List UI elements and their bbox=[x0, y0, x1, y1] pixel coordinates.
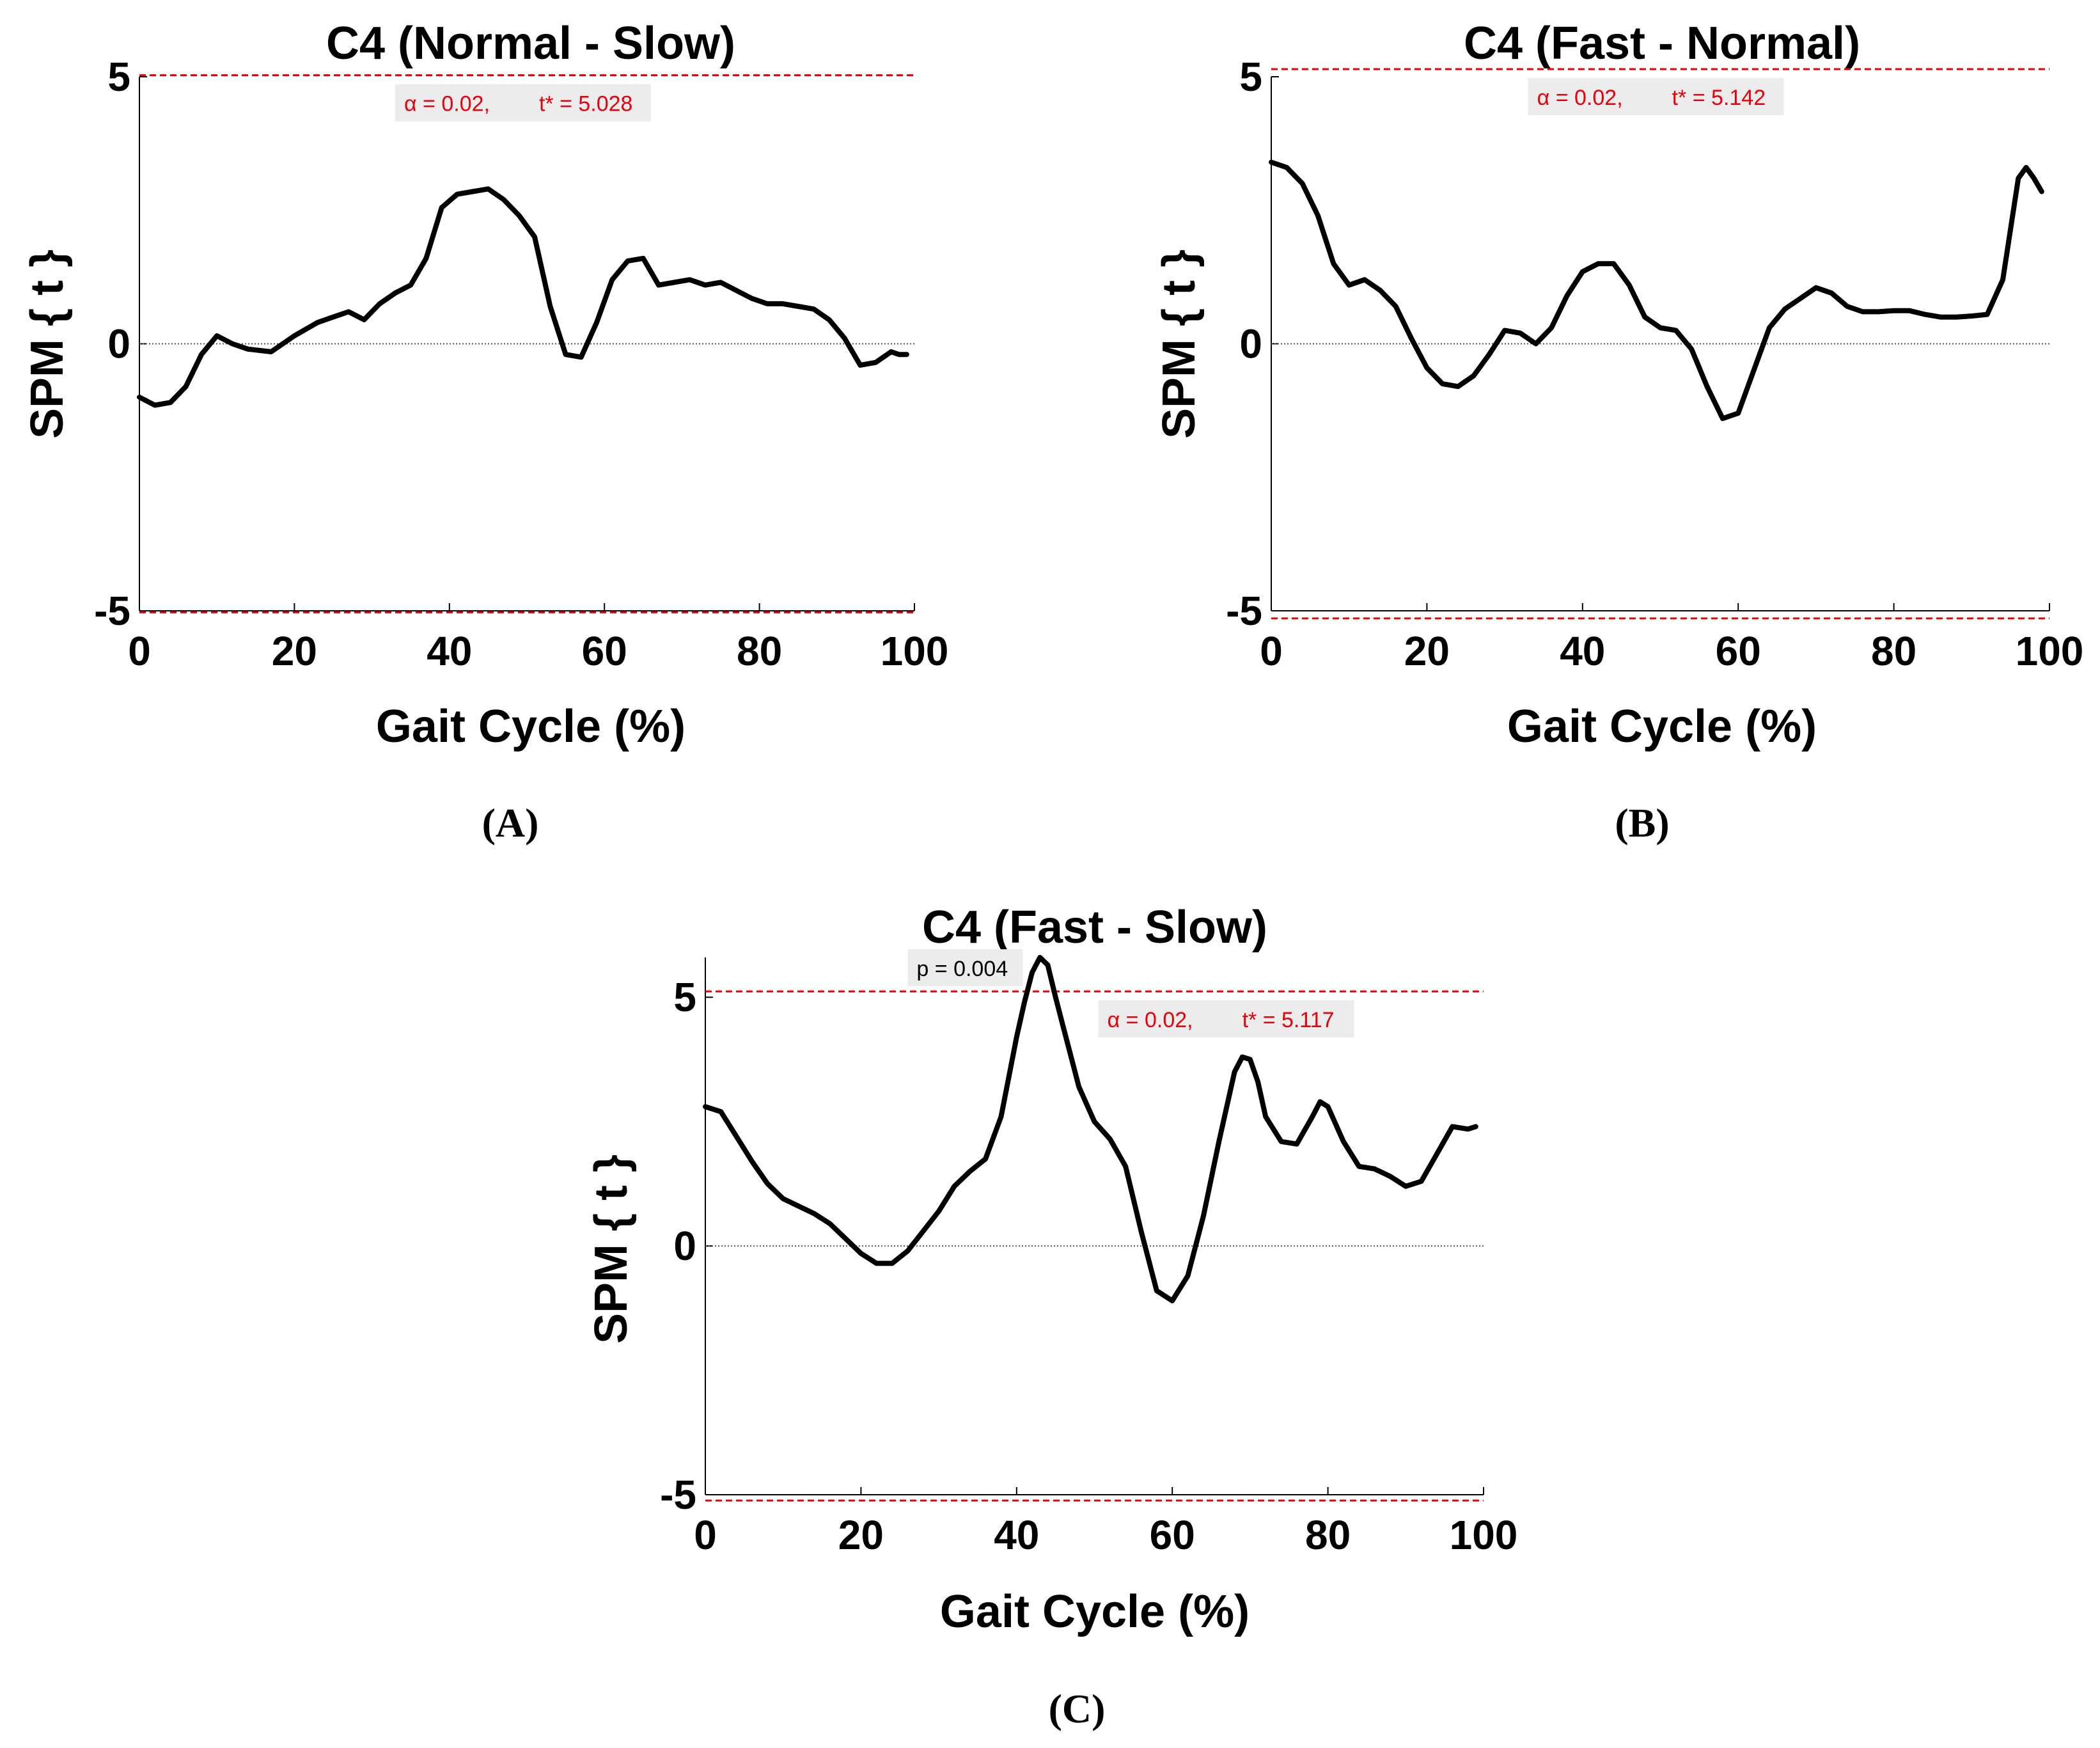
panel-c-y-tick-label: -5 bbox=[660, 1472, 696, 1518]
panel-a-x-tick-label: 40 bbox=[427, 628, 472, 674]
panel-c-p-value-box bbox=[907, 949, 1023, 987]
panel-c-x-ticks: 0 20 40 60 80 100 bbox=[694, 1487, 1517, 1558]
panel-c-x-tick-label: 80 bbox=[1305, 1512, 1351, 1558]
panel-b-x-tick-label: 0 bbox=[1260, 628, 1283, 674]
panel-b-caption: (B) bbox=[1615, 800, 1669, 846]
panel-c-y-tick-label: 0 bbox=[673, 1223, 696, 1269]
panel-a-x-tick-label: 100 bbox=[881, 628, 949, 674]
panel-c-alpha-label: α = 0.02, bbox=[1108, 1008, 1193, 1032]
panel-a-x-tick-label: 80 bbox=[737, 628, 782, 674]
panel-a-y-ticks: -5 0 5 bbox=[94, 54, 147, 634]
panel-b-x-tick-label: 20 bbox=[1404, 628, 1450, 674]
panel-a-y-tick-label: 5 bbox=[107, 54, 130, 100]
panel-c-y-tick-label: 5 bbox=[673, 974, 696, 1020]
panel-c-tstar-label: t* = 5.117 bbox=[1242, 1008, 1335, 1032]
panel-c-y-axis-label: SPM { t } bbox=[586, 1154, 637, 1344]
panel-c-x-tick-label: 20 bbox=[838, 1512, 884, 1558]
panel-c-spm-curve bbox=[703, 955, 1478, 1303]
panel-b-x-tick-label: 40 bbox=[1560, 628, 1605, 674]
panel-c-x-tick-label: 100 bbox=[1450, 1512, 1518, 1558]
panel-b: C4 (Fast - Normal) 0 20 40 60 80 100 -505 Gai… bbox=[1154, 18, 2083, 846]
panel-c-caption: (C) bbox=[1049, 1686, 1106, 1731]
panel-b-x-tick-label: 80 bbox=[1871, 628, 1916, 674]
panel-b-x-tick-label: 60 bbox=[1716, 628, 1761, 674]
panel-a-tstar-label: t* = 5.028 bbox=[539, 92, 633, 116]
panel-b-alpha-label: α = 0.02, bbox=[1537, 86, 1623, 110]
panel-b-y-tick-label: 5 bbox=[1239, 54, 1262, 100]
panel-c-x-tick-label: 0 bbox=[694, 1512, 717, 1558]
panel-c: C4 (Fast - Slow) 0 20 40 60 80 100 -505 Gait … bbox=[586, 902, 1517, 1731]
panel-b-x-axis-label: Gait Cycle (%) bbox=[1507, 701, 1817, 752]
panel-c-p-value-label: p = 0.004 bbox=[916, 957, 1008, 981]
panel-b-y-ticks: -5 0 5 bbox=[1226, 54, 1279, 634]
panel-b-x-tick-label: 100 bbox=[2016, 628, 2084, 674]
panel-a-x-tick-label: 60 bbox=[582, 628, 627, 674]
panel-a-threshold-annotation-box bbox=[395, 84, 651, 122]
panel-a-caption: (A) bbox=[482, 800, 539, 846]
panel-a: C4 (Normal - Slow) 0 20 40 60 80 100 -505 Gai… bbox=[22, 18, 948, 846]
panel-c-y-ticks: -5 0 5 bbox=[660, 974, 713, 1518]
panel-a-x-tick-label: 20 bbox=[272, 628, 317, 674]
panel-a-x-axis-label: Gait Cycle (%) bbox=[376, 701, 686, 752]
panel-c-x-tick-label: 60 bbox=[1150, 1512, 1195, 1558]
panel-a-y-axis-label: SPM { t } bbox=[22, 249, 73, 439]
panel-b-title: C4 (Fast - Normal) bbox=[1464, 18, 1860, 69]
panel-a-y-tick-label: -5 bbox=[94, 588, 130, 634]
panel-a-x-tick-label: 0 bbox=[128, 628, 151, 674]
panel-a-y-tick-label: 0 bbox=[107, 321, 130, 367]
panel-a-x-ticks: 0 20 40 60 80 100 bbox=[128, 603, 948, 674]
panel-b-tstar-label: t* = 5.142 bbox=[1672, 86, 1766, 110]
panel-c-title: C4 (Fast - Slow) bbox=[922, 902, 1267, 953]
panel-b-y-axis-label: SPM { t } bbox=[1154, 249, 1205, 439]
panel-b-y-tick-label: 0 bbox=[1239, 321, 1262, 367]
panel-b-y-tick-label: -5 bbox=[1226, 588, 1262, 634]
panel-b-x-ticks: 0 20 40 60 80 100 bbox=[1260, 603, 2083, 674]
panel-a-alpha-label: α = 0.02, bbox=[404, 92, 490, 116]
panel-c-x-axis-label: Gait Cycle (%) bbox=[940, 1586, 1250, 1637]
panel-c-threshold-annotation-box bbox=[1098, 1000, 1354, 1038]
panel-c-x-tick-label: 40 bbox=[994, 1512, 1039, 1558]
panel-b-spm-curve bbox=[1269, 159, 2044, 421]
panel-a-title: C4 (Normal - Slow) bbox=[326, 18, 735, 69]
panel-a-spm-curve bbox=[137, 186, 909, 408]
panel-b-threshold-annotation-box bbox=[1528, 78, 1784, 116]
